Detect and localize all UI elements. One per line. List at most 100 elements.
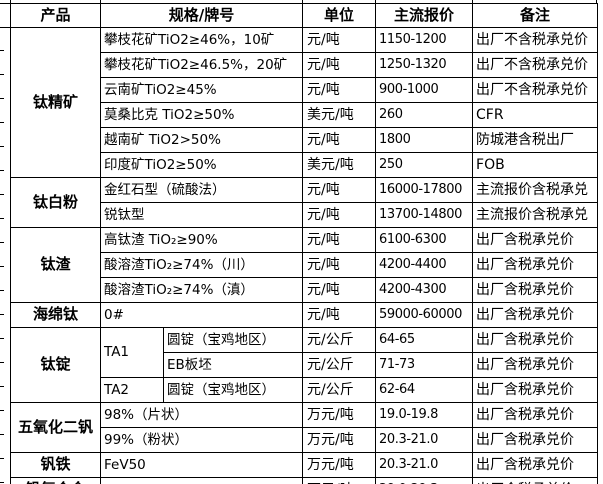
cell-unit: 元/吨: [302, 27, 377, 53]
cell-note: 出厂含税承兑价: [472, 377, 599, 403]
cell-unit: 元/吨: [302, 202, 377, 228]
table-row: 钛白粉 金红石型（硫酸法） 元/吨 16000-17800 主流报价含税承兑: [10, 177, 599, 228]
table-row: 莫桑比克 TiO2≥50% 美元/吨 260 CFR: [11, 102, 599, 128]
cell-unit: 元/吨: [302, 252, 377, 278]
table-row: 云南矿TiO2≥45% 元/吨 900-1000 出厂不含税承兑价: [11, 77, 599, 103]
cell-price: 4200-4300: [375, 277, 474, 303]
product-group-label: 钒铁: [10, 452, 101, 478]
table-row: 钛锭 TA1 圆锭（宝鸡地区） 元/公斤 64-65 出厂含税承兑价: [10, 327, 599, 403]
cell-price: 4200-4400: [375, 252, 474, 278]
cell-price: 1800: [375, 127, 474, 153]
cell-note: 出厂含税承兑价: [472, 427, 599, 453]
cell-note: 出厂含税承兑价: [472, 352, 599, 378]
product-group-label: 钛白粉: [10, 177, 101, 228]
cell-unit: 元/吨: [302, 177, 377, 203]
cell-price: 250: [375, 152, 474, 178]
cell-grade: TA1: [100, 327, 164, 378]
table-row: 海绵钛 0# 元/吨 59000-60000 出厂含税承兑价: [10, 302, 599, 328]
cell-price: 260: [375, 102, 474, 128]
cell-spec: 高钛渣 TiO₂≥90%: [99, 227, 304, 253]
product-group-label: 钒氮合金: [10, 477, 101, 484]
cell-note: 主流报价含税承兑: [472, 202, 599, 228]
cell-unit: 元/吨: [302, 52, 377, 78]
header-price: 主流报价: [375, 3, 474, 28]
row-tick-marks: [0, 27, 4, 484]
header-spec: 规格/牌号: [99, 3, 304, 28]
cell-unit: 元/吨: [302, 277, 377, 303]
product-group-label: 钛精矿: [10, 27, 101, 178]
cell-unit: 元/公斤: [302, 352, 377, 378]
cell-price: 71-73: [375, 352, 474, 378]
cell-grade: TA2: [100, 377, 164, 403]
cell-price: 16000-17800: [375, 177, 474, 203]
cell-spec: 99%（粉状）: [99, 427, 304, 453]
cell-price: 6100-6300: [375, 227, 474, 253]
grid-stub: [375, 0, 376, 4]
cell-spec: EB板坯: [162, 352, 304, 378]
table-row: 钒氮合金 VN16 万元/吨 29.0-29.3 出厂含税承兑价: [10, 477, 599, 484]
cell-spec: 云南矿TiO2≥45%: [99, 77, 304, 103]
cell-unit: 万元/吨: [302, 477, 377, 484]
cell-unit: 万元/吨: [302, 402, 377, 428]
cell-note: 出厂含税承兑价: [472, 227, 599, 253]
header-bottom-line-extension: [0, 27, 11, 28]
cell-spec: 锐钛型: [99, 202, 304, 228]
header-top-line-extension: [0, 3, 11, 4]
cell-note: 防城港含税出厂: [472, 127, 599, 153]
cell-note: 出厂不含税承兑价: [472, 77, 599, 103]
grid-stub: [302, 0, 303, 4]
table-row: 攀枝花矿TiO2≥46.5%，20矿 元/吨 1250-1320 出厂不含税承兑…: [11, 52, 599, 78]
cell-spec: VN16: [99, 477, 304, 484]
header-note: 备注: [472, 3, 599, 28]
cell-note: 出厂含税承兑价: [472, 452, 599, 478]
grid-stub: [472, 0, 473, 4]
cell-note: 出厂含税承兑价: [472, 402, 599, 428]
cell-price: 900-1000: [375, 77, 474, 103]
cell-note: 出厂含税承兑价: [472, 327, 599, 353]
cell-unit: 美元/吨: [302, 102, 377, 128]
cell-unit: 元/公斤: [302, 327, 377, 353]
product-group-label: 钛渣: [10, 227, 101, 303]
cell-spec: 酸溶渣TiO₂≥74%（滇）: [99, 277, 304, 303]
cell-note: CFR: [472, 102, 599, 128]
cell-spec: 98%（片状）: [99, 402, 304, 428]
cell-spec: 金红石型（硫酸法）: [99, 177, 304, 203]
table-row: 印度矿TiO2≥50% 美元/吨 250 FOB: [11, 152, 599, 178]
cell-price: 1150-1200: [375, 27, 474, 53]
header-unit: 单位: [302, 3, 377, 28]
cell-unit: 元/吨: [302, 302, 377, 328]
cell-price: 20.3-21.0: [375, 427, 474, 453]
cell-price: 20.3-21.0: [375, 452, 474, 478]
cell-spec: 莫桑比克 TiO2≥50%: [99, 102, 304, 128]
cell-unit: 元/吨: [302, 227, 377, 253]
cell-unit: 元/吨: [302, 77, 377, 103]
grid-stub: [10, 0, 11, 4]
cell-unit: 元/吨: [302, 127, 377, 153]
cell-spec: 攀枝花矿TiO2≥46.5%，20矿: [99, 52, 304, 78]
cell-price: 19.0-19.8: [375, 402, 474, 428]
cell-note: FOB: [472, 152, 599, 178]
cell-price: 1250-1320: [375, 52, 474, 78]
cell-spec: 圆锭（宝鸡地区）: [162, 327, 304, 353]
cell-unit: 美元/吨: [302, 152, 377, 178]
header-product: 产品: [10, 3, 101, 28]
cell-price: 62-64: [375, 377, 474, 403]
header-row: 产品 规格/牌号 单位 主流报价 备注: [10, 3, 599, 28]
cell-spec: 印度矿TiO2≥50%: [99, 152, 304, 178]
table-row: 越南矿 TiO2>50% 元/吨 1800 防城港含税出厂: [11, 127, 599, 153]
cell-note: 出厂含税承兑价: [472, 302, 599, 328]
cell-spec: 越南矿 TiO2>50%: [99, 127, 304, 153]
cell-spec: 酸溶渣TiO₂≥74%（川）: [99, 252, 304, 278]
cell-note: 出厂含税承兑价: [472, 252, 599, 278]
table-row: 五氧化二钒 98%（片状） 万元/吨 19.0-19.8 出厂含税承兑价: [10, 402, 599, 453]
cell-unit: 万元/吨: [302, 427, 377, 453]
product-group-label: 五氧化二钒: [10, 402, 101, 453]
cell-spec: 圆锭（宝鸡地区）: [162, 377, 304, 403]
cell-note: 主流报价含税承兑: [472, 177, 599, 203]
cell-note: 出厂含税承兑价: [472, 477, 599, 484]
cell-note: 出厂含税承兑价: [472, 277, 599, 303]
table-row: 酸溶渣TiO₂≥74%（川） 元/吨 4200-4400 出厂含税承兑价: [11, 252, 599, 278]
cell-price: 29.0-29.3: [375, 477, 474, 484]
cell-price: 13700-14800: [375, 202, 474, 228]
